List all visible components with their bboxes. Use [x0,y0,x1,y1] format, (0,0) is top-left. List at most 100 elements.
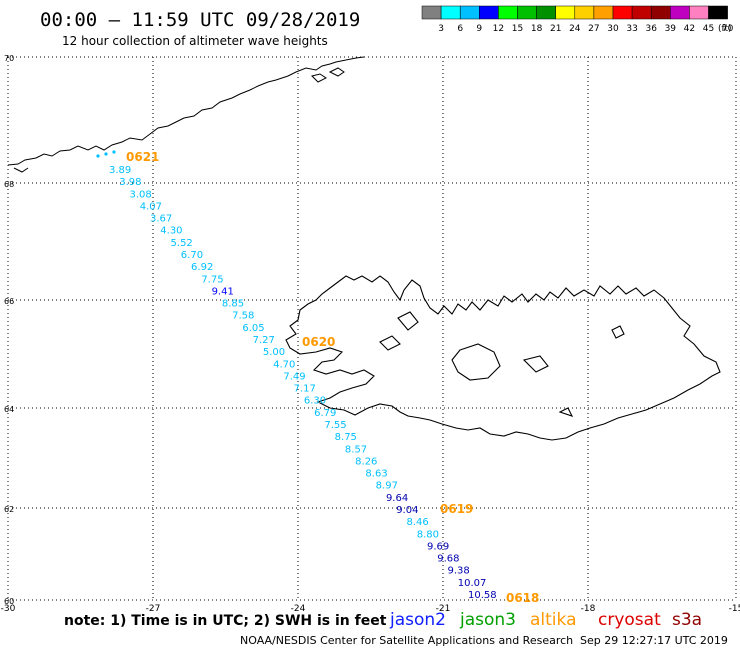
satellite-legend-s3a: s3a [672,610,702,630]
greenland-coastline [7,56,365,173]
lat-tick-label: 66 [4,297,14,306]
colorbar-tick-label: 3 [438,24,444,34]
swh-value-label: 9.64 [386,493,408,504]
swh-value-label: 10.07 [458,578,487,589]
colorbar-tick-label: 9 [476,24,482,34]
swh-value-label: 7.55 [324,420,346,431]
colorbar-tick-label: 24 [569,24,581,34]
colorbar-swatch [498,5,518,20]
lat-tick-label: 68 [4,180,14,189]
colorbar-swatch [536,5,556,20]
swh-value-label: 6.05 [242,323,264,334]
colorbar-tick-label: 70 [722,24,734,34]
latitude-labels: 70 68 66 64 62 60 [4,54,14,606]
swh-value-label: 5.00 [263,347,285,358]
footer-credit: NOAA/NESDIS Center for Satellite Applica… [240,634,573,647]
colorbar-tick-label: 45 [703,24,714,34]
track-point-marker [104,152,108,156]
swh-value-label: 9.41 [212,286,234,297]
swh-value-label: 8.26 [355,456,377,467]
swh-value-label: 6.92 [191,262,213,273]
colorbar-tick-label: 15 [512,24,523,34]
iceland-coastline [285,275,721,441]
swh-value-label: 8.63 [365,469,387,480]
swh-value-label: 6.79 [314,408,336,419]
swh-value-label: 6.70 [181,250,203,261]
colorbar-swatch [689,5,709,20]
colorbar-tick-label: 12 [493,24,504,34]
swh-value-label: 3.98 [119,177,141,188]
colorbar-swatch [574,5,595,20]
lon-tick-label: -21 [436,604,451,614]
pass-time-label: 0618 [506,591,539,605]
swh-value-label: 9.04 [396,505,418,516]
colorbar-swatch [517,5,537,20]
lon-tick-label: -24 [291,604,306,614]
colorbar-unit: (ft) [718,24,732,34]
colorbar-tick-label: 18 [531,24,543,34]
colorbar-swatch [479,5,499,20]
satellite-legend-jason3: jason3 [459,610,516,630]
swh-value-label: 7.27 [253,335,275,346]
swh-value-label: 6.30 [304,396,326,407]
lat-tick-label: 64 [4,405,14,414]
colorbar-tick-label: 39 [665,24,677,34]
map-subtitle: 12 hour collection of altimeter wave hei… [62,34,328,48]
swh-value-label: 3.08 [130,189,152,200]
swh-value-label: 8.46 [406,517,428,528]
pass-time-label: 0620 [302,335,335,349]
satellite-legend-cryosat: cryosat [598,610,661,630]
colorbar-swatch [421,5,442,20]
footer-note: note: 1) Time is in UTC; 2) SWH is in fe… [64,613,387,629]
colorbar-tick-label: 30 [607,24,619,34]
colorbar-swatch [631,5,652,20]
swh-value-label: 9.68 [437,554,459,565]
lon-tick-label: -27 [146,604,161,614]
lon-tick-label: -18 [581,604,596,614]
colorbar-swatch [708,5,728,20]
colorbar-swatch [593,5,614,20]
swh-value-label: 4.07 [140,201,162,212]
colorbar-tick-label: 27 [588,24,599,34]
swh-value-label: 4.70 [273,359,295,370]
lon-tick-label: -15 [729,604,740,614]
colorbar: 3 6 9 12 15 18 21 24 27 30 33 36 39 42 45 70 [421,5,734,34]
swh-value-label: 7.75 [201,274,223,285]
lon-tick-label: -30 [1,604,16,614]
colorbar-swatch [459,5,480,20]
satellite-legend-jason2: jason2 [389,610,446,630]
swh-value-label: 8.57 [345,444,367,455]
swh-value-label: 8.80 [417,529,439,540]
colorbar-tick-label: 36 [645,24,657,34]
colorbar-swatch [612,5,633,20]
colorbar-swatch [555,5,576,20]
satellite-legend: jason2 jason3 altika cryosat s3a [389,610,702,630]
colorbar-tick-label: 6 [457,24,463,34]
swh-value-label: 7.58 [232,311,254,322]
lat-tick-label: 70 [4,54,14,63]
pass-time-label: 0619 [440,502,473,516]
colorbar-tick-label: 42 [684,24,695,34]
swh-value-label: 7.17 [294,384,316,395]
map-title: 00:00 – 11:59 UTC 09/28/2019 [40,9,360,31]
satellite-legend-altika: altika [530,610,577,630]
colorbar-swatch [650,5,671,20]
swh-value-label: 9.38 [447,566,469,577]
swh-value-label: 8.97 [376,481,398,492]
lat-tick-label: 62 [4,505,14,514]
footer-timestamp: Sep 29 12:27:17 UTC 2019 [580,634,728,647]
swh-value-label: 3.89 [109,165,131,176]
swh-value-label: 7.49 [283,371,305,382]
colorbar-tick-label: 33 [626,24,637,34]
pass-time-label: 0621 [126,150,159,164]
swh-value-label: 5.52 [171,238,193,249]
track-point-marker [112,150,116,154]
colorbar-swatch [440,5,461,20]
colorbar-tick-label: 21 [550,24,561,34]
track-point-marker [96,154,100,158]
swh-value-label: 9.69 [427,541,449,552]
longitude-labels: -30 -27 -24 -21 -18 -15 [1,604,740,614]
swh-value-label: 3.67 [150,214,172,225]
lat-tick-label: 60 [4,597,14,606]
